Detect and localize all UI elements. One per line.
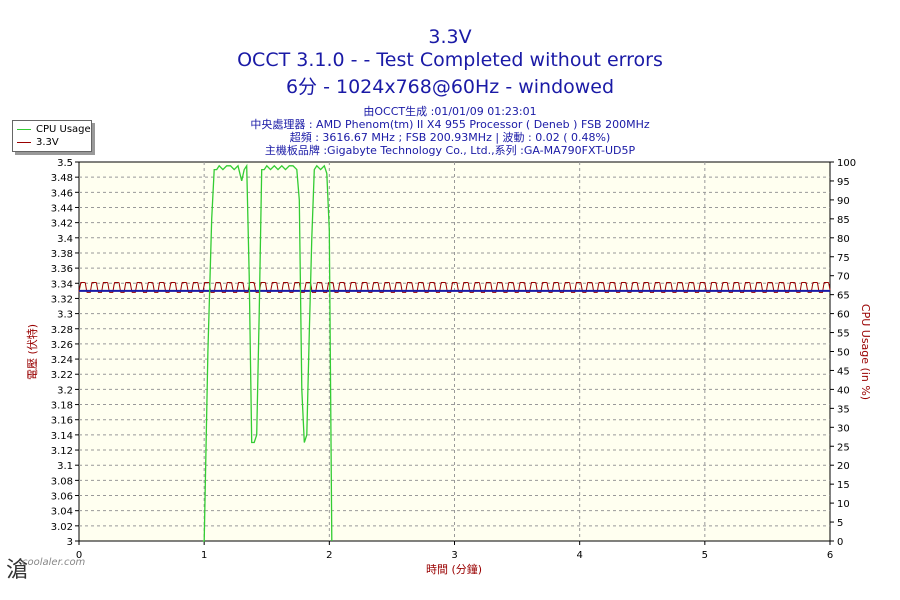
x-tick-label: 4 [576, 550, 582, 561]
right-tick-label: 100 [837, 158, 856, 169]
left-y-ticks: 3 3.02 3.04 3.06 3.08 3.1 3.12 3.14 3.16 3.18 3.2 3… [51, 158, 79, 548]
right-axis-label: CPU Usage (in %) [859, 304, 872, 400]
right-tick-label: 20 [837, 461, 850, 472]
left-tick-label: 3.5 [57, 158, 73, 169]
left-tick-label: 3.28 [51, 325, 73, 336]
left-tick-label: 3.26 [51, 340, 73, 351]
info-generated: 由OCCT生成 :01/01/09 01:23:01 [363, 105, 537, 118]
left-tick-label: 3.06 [51, 492, 73, 503]
legend-label-cpu-usage: CPU Usage [36, 124, 91, 135]
right-tick-label: 95 [837, 177, 850, 188]
left-tick-label: 3.12 [51, 446, 73, 457]
chart-subtitle-2: 6分 - 1024x768@60Hz - windowed [285, 76, 615, 98]
right-tick-label: 5 [837, 518, 843, 529]
right-tick-label: 25 [837, 442, 850, 453]
left-tick-label: 3.14 [51, 431, 73, 442]
info-overclock: 超頻 : 3616.67 MHz ; FSB 200.93MHz | 波動 : … [289, 131, 611, 144]
left-tick-label: 3.18 [51, 401, 73, 412]
info-motherboard: 主機板品牌 :Gigabyte Technology Co., Ltd.,系列 … [264, 144, 636, 157]
left-tick-label: 3.3 [57, 310, 73, 321]
chart-title: 3.3V [428, 26, 472, 48]
left-axis-label: 電壓 (伏特) [25, 324, 39, 380]
left-tick-label: 3.02 [51, 522, 73, 533]
legend-swatch-cpu-usage [17, 129, 31, 130]
right-tick-label: 15 [837, 480, 850, 491]
x-tick-label: 2 [326, 550, 332, 561]
right-tick-label: 65 [837, 291, 850, 302]
left-tick-label: 3.44 [51, 203, 73, 214]
left-tick-label: 3.24 [51, 355, 73, 366]
right-tick-label: 40 [837, 385, 850, 396]
info-cpu: 中央處理器 : AMD Phenom(tm) II X4 955 Process… [250, 118, 650, 131]
right-tick-label: 60 [837, 310, 850, 321]
x-tick-label: 0 [76, 550, 82, 561]
left-tick-label: 3.48 [51, 173, 73, 184]
x-axis-label: 時間 (分鐘) [426, 562, 482, 576]
right-tick-label: 50 [837, 348, 850, 359]
legend-item-cpu-usage: CPU Usage [17, 123, 91, 136]
right-y-ticks: 0 5 10 15 20 25 30 35 40 45 50 55 60 65 70 75 80 85 90 95 10… [830, 158, 856, 548]
left-tick-label: 3.04 [51, 507, 73, 518]
left-tick-label: 3.46 [51, 188, 73, 199]
x-ticks: 0 1 2 3 4 5 6 [76, 541, 833, 561]
right-tick-label: 80 [837, 234, 850, 245]
left-tick-label: 3.16 [51, 416, 73, 427]
left-tick-label: 3.08 [51, 476, 73, 487]
left-tick-label: 3.42 [51, 219, 73, 230]
right-tick-label: 10 [837, 499, 850, 510]
series [78, 163, 831, 542]
right-tick-label: 70 [837, 272, 850, 283]
legend-swatch-3v3 [17, 142, 31, 143]
left-tick-label: 3.1 [57, 461, 73, 472]
plot-area [78, 161, 831, 542]
right-tick-label: 90 [837, 196, 850, 207]
series-3v3-line [78, 282, 831, 293]
watermark-logo: 滄 [6, 558, 29, 583]
legend-item-3v3: 3.3V [17, 136, 59, 149]
watermark-text: coolaler.com [22, 557, 86, 568]
right-tick-label: 0 [837, 537, 843, 548]
right-tick-label: 45 [837, 366, 850, 377]
right-tick-label: 55 [837, 329, 850, 340]
legend-label-3v3: 3.3V [36, 137, 59, 148]
right-tick-label: 30 [837, 423, 850, 434]
left-tick-label: 3.2 [57, 385, 73, 396]
left-tick-label: 3.38 [51, 249, 73, 260]
left-tick-label: 3.36 [51, 264, 73, 275]
x-tick-label: 3 [451, 550, 457, 561]
left-tick-label: 3 [67, 537, 73, 548]
x-tick-label: 1 [201, 550, 207, 561]
x-tick-label: 5 [702, 550, 708, 561]
left-tick-label: 3.22 [51, 370, 73, 381]
left-tick-label: 3.32 [51, 294, 73, 305]
x-tick-label: 6 [827, 550, 833, 561]
right-tick-label: 35 [837, 404, 850, 415]
left-tick-label: 3.4 [57, 234, 73, 245]
legend: CPU Usage 3.3V [12, 120, 92, 152]
left-tick-label: 3.34 [51, 279, 73, 290]
series-cpu-usage-line [202, 163, 333, 542]
chart-subtitle: OCCT 3.1.0 - - Test Completed without er… [237, 49, 663, 71]
right-tick-label: 75 [837, 253, 850, 264]
right-tick-label: 85 [837, 215, 850, 226]
